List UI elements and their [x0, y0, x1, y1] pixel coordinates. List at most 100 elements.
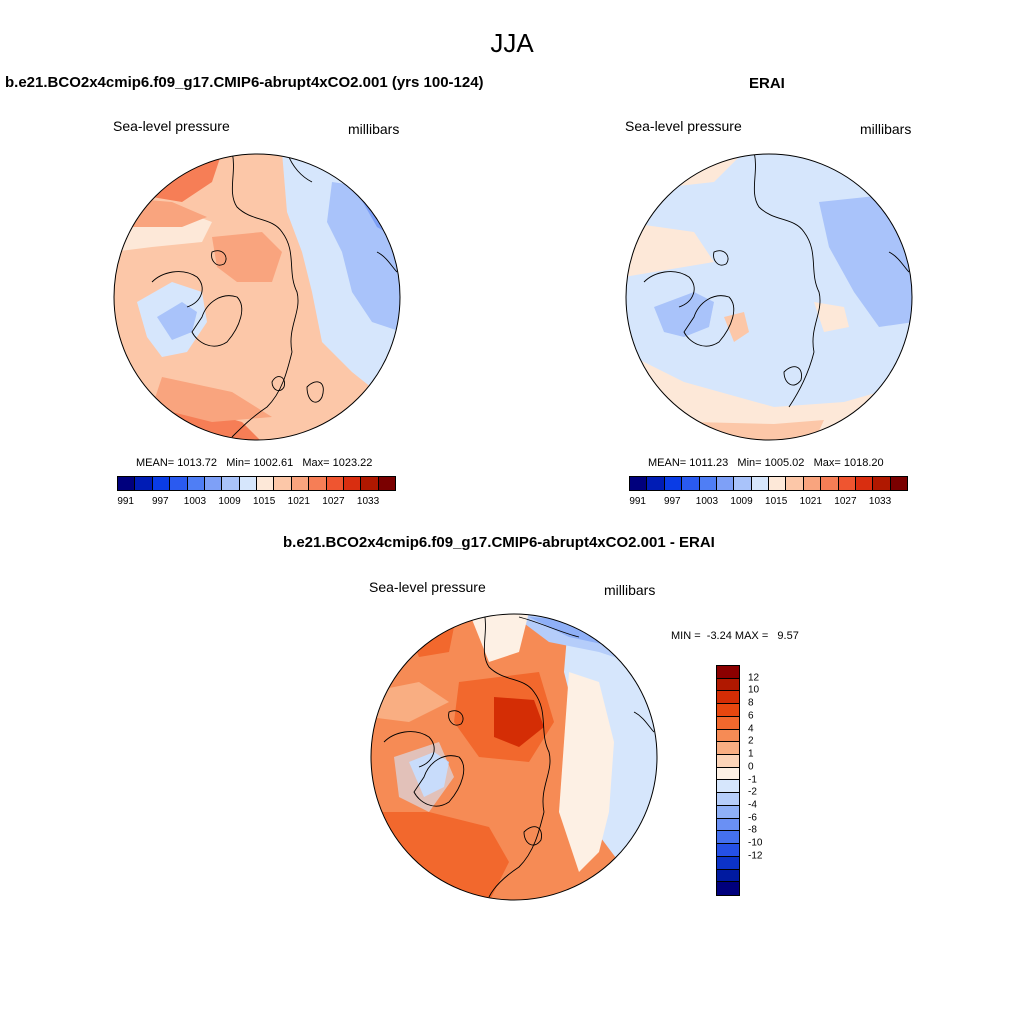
panel1-min-label: Min= — [226, 457, 251, 469]
map-fill-neutral-south — [626, 352, 912, 440]
colorbar-tick-label: 991 — [629, 496, 646, 507]
map-fill-neutral-east — [559, 672, 614, 872]
diff-variable-label: Sea-level pressure — [369, 579, 486, 595]
panel2-colorbar — [629, 476, 908, 491]
colorbar-tick-label: 1015 — [253, 496, 276, 507]
colorbar-swatch — [803, 477, 822, 490]
diff-colorbar-swatch — [717, 716, 739, 730]
map-fill-cold-east — [819, 192, 912, 327]
panel2-units-label: millibars — [860, 121, 912, 137]
diff-colorbar-tick-label: 12 — [748, 672, 760, 684]
diff-colorbar-tick-label: 10 — [748, 684, 760, 696]
panel2-min-value: 1005.02 — [764, 457, 805, 469]
colorbar-tick-label: 1021 — [287, 496, 310, 507]
panel1-mean-label: MEAN= — [136, 457, 175, 469]
panel1-title: b.e21.BCO2x4cmip6.f09_g17.CMIP6-abrupt4x… — [5, 74, 484, 91]
map-fill-warm-south — [152, 377, 272, 422]
diff-colorbar-swatch — [717, 882, 739, 895]
colorbar-tick-label: 1003 — [183, 496, 207, 507]
panel1-max-label: Max= — [302, 457, 330, 469]
colorbar-swatch — [204, 477, 223, 490]
colorbar-swatch — [664, 477, 683, 490]
diff-max-value: 9.57 — [777, 630, 799, 642]
diff-polar-map — [370, 613, 658, 901]
diff-colorbar-swatch — [717, 691, 739, 705]
diff-colorbar-swatch — [717, 729, 739, 743]
colorbar-swatch — [699, 477, 717, 490]
diff-colorbar-swatch — [717, 844, 739, 857]
diff-colorbar-swatch — [717, 666, 739, 679]
panel2-mean-label: MEAN= — [648, 457, 687, 469]
colorbar-swatch — [239, 477, 257, 490]
panel1-map-border — [113, 153, 401, 441]
colorbar-tick-label: 1009 — [730, 496, 753, 507]
colorbar-swatch — [873, 477, 891, 490]
diff-colorbar-swatch — [717, 755, 739, 768]
diff-colorbar-swatch — [717, 767, 739, 781]
diff-colorbar-swatch — [717, 831, 739, 845]
diff-colorbar-swatch — [717, 805, 739, 819]
diff-min-max: MIN = -3.24 MAX = 9.57 — [671, 630, 799, 642]
diff-colorbar-tick-label: -10 — [748, 837, 763, 849]
diff-colorbar-tick-label: 2 — [748, 735, 754, 747]
colorbar-swatch — [647, 477, 665, 490]
figure-title: JJA — [490, 28, 534, 58]
panel2-max-value: 1018.20 — [843, 457, 884, 469]
colorbar-swatch — [682, 477, 700, 490]
colorbar-swatch — [222, 477, 240, 490]
diff-colorbar-tick-label: 6 — [748, 710, 754, 722]
map-fill-cold-greenland — [157, 302, 197, 340]
colorbar-swatch — [361, 477, 379, 490]
colorbar-tick-label: 991 — [117, 496, 134, 507]
colorbar-swatch — [326, 477, 344, 490]
panel1-max-value: 1023.22 — [332, 457, 373, 469]
panel1-units-label: millibars — [348, 121, 400, 137]
panel2-max-label: Max= — [813, 457, 841, 469]
panel2-stats: MEAN= 1011.23 Min= 1005.02 Max= 1018.20 — [648, 457, 884, 469]
colorbar-swatch — [630, 477, 648, 490]
diff-colorbar-swatch — [717, 704, 739, 717]
map-fill-cold-greenland — [654, 292, 714, 337]
colorbar-swatch — [769, 477, 787, 490]
diff-colorbar-swatch — [717, 742, 739, 756]
panel2-polar-map — [625, 153, 913, 441]
colorbar-tick-label: 1003 — [695, 496, 719, 507]
panel1-mean-value: 1013.72 — [177, 457, 218, 469]
diff-colorbar-swatch — [717, 780, 739, 794]
colorbar-swatch — [170, 477, 188, 490]
diff-colorbar-tick-label: -4 — [748, 799, 757, 811]
panel2-variable-label: Sea-level pressure — [625, 118, 742, 134]
colorbar-tick-label: 1015 — [765, 496, 788, 507]
map-fill-neutral-west2 — [626, 222, 714, 277]
panel2-map-border — [625, 153, 913, 441]
diff-max-label: MAX = — [734, 630, 769, 642]
diff-min-label: MIN = — [671, 630, 701, 642]
colorbar-swatch — [309, 477, 327, 490]
panel1-min-value: 1002.61 — [253, 457, 294, 469]
diff-colorbar-swatch — [717, 818, 739, 832]
diff-units-label: millibars — [604, 582, 656, 598]
colorbar-tick-label: 1009 — [218, 496, 241, 507]
diff-colorbar-tick-label: 1 — [748, 748, 754, 760]
diff-colorbar-tick-label: 8 — [748, 697, 754, 709]
diff-colorbar-tick-label: 4 — [748, 723, 754, 735]
coastlines — [151, 154, 398, 438]
coastlines — [643, 154, 910, 408]
colorbar-swatch — [343, 477, 362, 490]
colorbar-swatch — [118, 477, 136, 490]
colorbar-tick-label: 1021 — [799, 496, 822, 507]
map-fill-neutral-east — [814, 302, 849, 332]
colorbar-swatch — [257, 477, 275, 490]
diff-colorbar-tick-label: -12 — [748, 850, 763, 862]
coastlines — [383, 614, 655, 898]
colorbar-tick-label: 1027 — [322, 496, 345, 507]
panel1-variable-label: Sea-level pressure — [113, 118, 230, 134]
colorbar-swatch — [716, 477, 735, 490]
colorbar-swatch — [890, 477, 907, 490]
panel2-mean-value: 1011.23 — [689, 457, 729, 469]
colorbar-swatch — [152, 477, 171, 490]
diff-colorbar-tick-label: -2 — [748, 786, 757, 798]
colorbar-swatch — [378, 477, 395, 490]
map-fill-warm-center — [724, 312, 749, 342]
diff-colorbar-tick-label: -8 — [748, 824, 757, 836]
